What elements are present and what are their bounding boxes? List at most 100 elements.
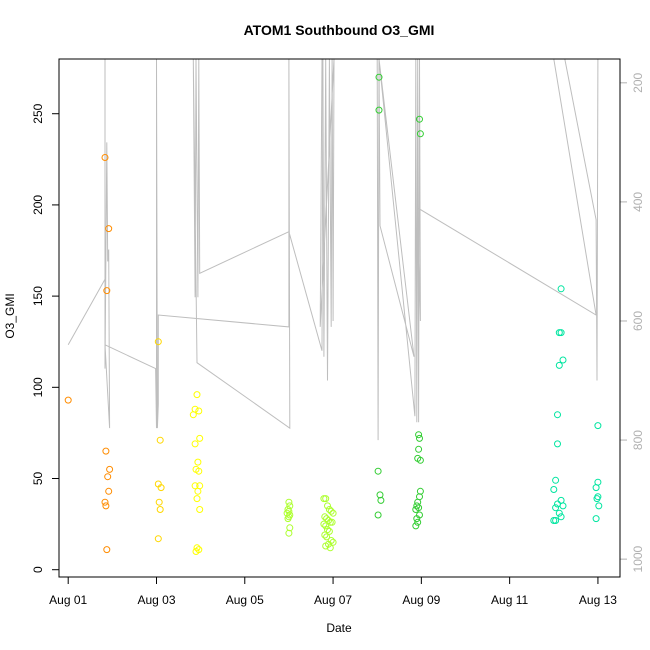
data-point	[415, 431, 423, 439]
secondary-y-axis: 200 400 600 800 1000	[620, 72, 645, 572]
data-point	[196, 506, 204, 513]
data-point	[415, 445, 423, 453]
data-point	[322, 542, 330, 550]
data-point	[196, 434, 204, 442]
y-tick-label: 150	[31, 286, 45, 306]
data-point	[322, 495, 330, 503]
data-point	[557, 329, 565, 337]
y-tick-label: 100	[31, 377, 45, 397]
data-point	[592, 515, 600, 523]
data-point	[101, 498, 109, 506]
data-point	[323, 533, 331, 541]
data-point	[101, 154, 109, 161]
y2-tick-label: 800	[631, 430, 645, 450]
data-point	[321, 513, 329, 521]
data-point	[321, 531, 329, 539]
data-point	[191, 440, 199, 448]
data-point	[325, 506, 333, 513]
y-tick-label: 250	[31, 103, 45, 123]
x-tick-label: Aug 03	[137, 593, 175, 607]
data-point	[592, 484, 600, 492]
data-point	[559, 502, 567, 510]
data-point	[375, 106, 383, 114]
data-point	[416, 456, 424, 464]
data-point	[552, 476, 560, 484]
data-point	[156, 436, 164, 444]
data-point	[594, 422, 602, 430]
data-point	[329, 509, 337, 517]
data-point	[377, 496, 385, 504]
data-point	[327, 507, 335, 515]
data-point	[593, 495, 601, 503]
y2-tick-label: 200	[631, 72, 645, 92]
data-point	[324, 526, 331, 534]
data-point	[285, 529, 293, 537]
data-point	[193, 495, 201, 503]
data-point	[552, 504, 560, 512]
data-point	[413, 515, 421, 523]
y2-tick-label: 600	[631, 311, 645, 331]
x-axis: Aug 01 Aug 03 Aug 05 Aug 07 Aug 09 Aug 11 Aug …	[49, 577, 617, 607]
data-point	[550, 486, 558, 493]
data-point	[104, 473, 112, 481]
data-point	[105, 487, 113, 495]
pressure-trace-line	[67, 59, 599, 441]
x-tick-label: Aug 05	[226, 593, 264, 607]
data-point	[329, 538, 337, 546]
data-point	[194, 487, 202, 495]
data-point	[326, 544, 334, 552]
data-point	[595, 502, 603, 510]
data-point	[559, 356, 567, 364]
data-point	[375, 73, 383, 81]
y-tick-label: 200	[31, 195, 45, 215]
data-point	[157, 484, 165, 492]
x-tick-label: Aug 01	[49, 593, 87, 607]
y-tick-label: 0	[31, 566, 45, 573]
data-point	[156, 506, 164, 513]
x-tick-label: Aug 07	[314, 593, 352, 607]
data-point	[193, 391, 201, 399]
data-point	[374, 467, 382, 475]
data-point	[554, 440, 561, 448]
data-point	[195, 467, 203, 475]
data-point	[322, 522, 330, 530]
chart-title: ATOM1 Southbound O3_GMI	[244, 22, 435, 38]
data-point	[285, 498, 293, 506]
data-point	[323, 515, 331, 523]
data-point	[554, 411, 561, 419]
x-tick-label: Aug 09	[402, 593, 440, 607]
data-point	[328, 518, 336, 526]
data-point	[555, 361, 563, 369]
data-point	[324, 502, 331, 510]
data-point	[374, 511, 382, 519]
plot-frame	[58, 58, 621, 578]
data-point	[195, 407, 203, 415]
x-tick-label: Aug 11	[491, 593, 528, 607]
y-axis-label: O3_GMI	[3, 293, 17, 338]
data-point	[416, 130, 424, 138]
data-point	[194, 458, 202, 466]
pressure-trace-layer	[67, 59, 599, 441]
data-point	[189, 411, 197, 419]
data-point	[191, 482, 199, 490]
data-point	[412, 522, 420, 530]
data-point	[325, 527, 333, 535]
data-point	[284, 515, 292, 523]
data-points-layer	[64, 73, 603, 555]
data-point	[416, 434, 423, 442]
data-point	[557, 285, 565, 293]
data-point	[103, 287, 111, 295]
data-point	[102, 447, 110, 455]
x-axis-label: Date	[326, 621, 352, 635]
data-point	[64, 396, 72, 404]
data-point	[552, 517, 560, 524]
data-point	[325, 517, 332, 524]
data-point	[555, 509, 563, 517]
y2-tick-label: 400	[631, 192, 645, 212]
data-point	[105, 225, 113, 233]
data-point	[193, 544, 201, 552]
x-tick-label: Aug 13	[579, 593, 617, 607]
data-point	[412, 506, 420, 513]
y2-tick-label: 1000	[631, 545, 645, 572]
